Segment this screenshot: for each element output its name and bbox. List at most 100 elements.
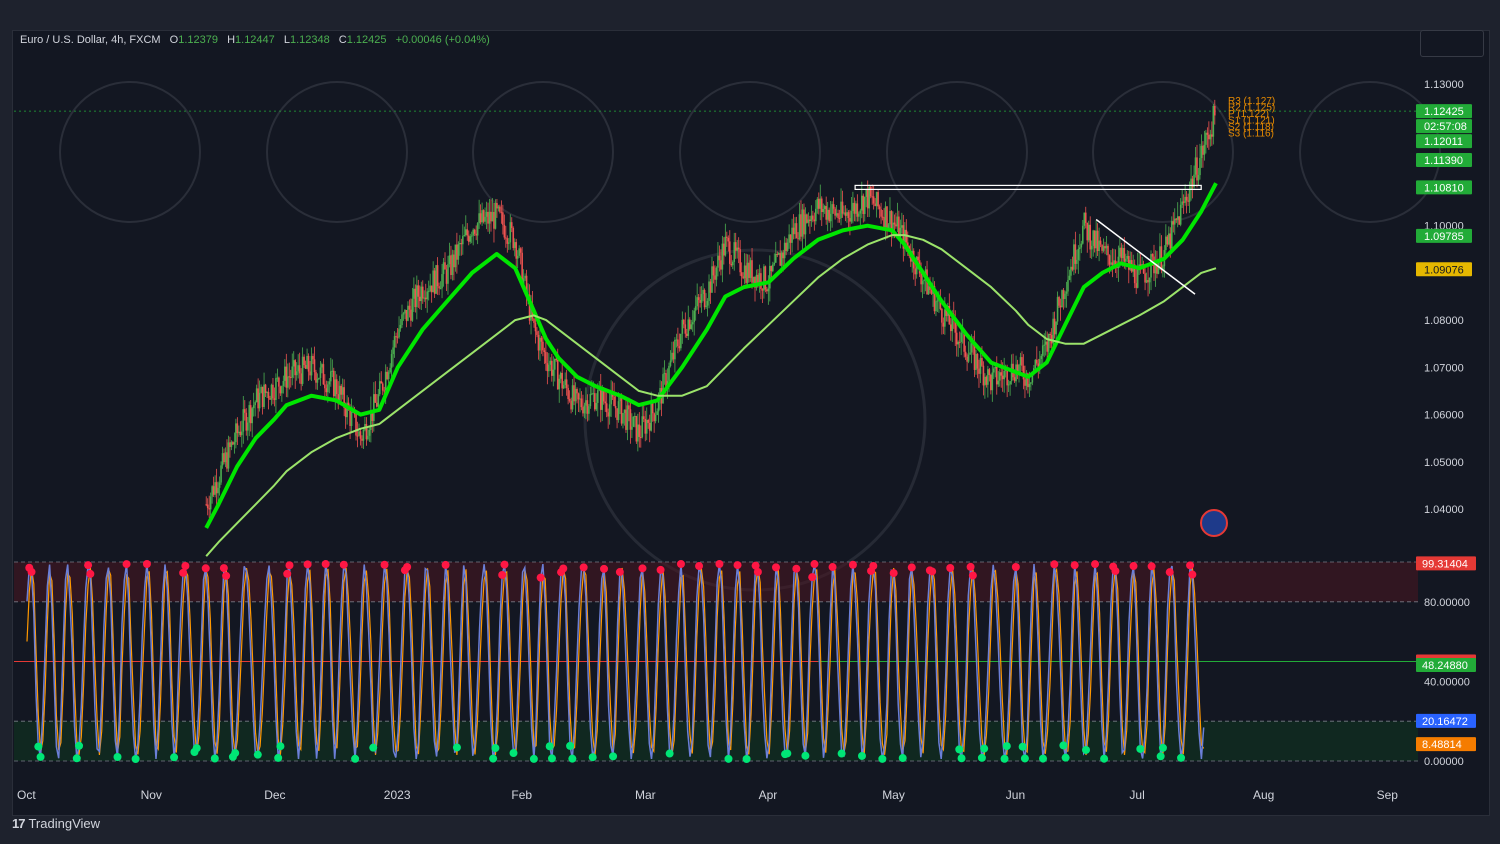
oscillator-tag xyxy=(1416,657,1476,672)
candle-body xyxy=(1212,105,1215,137)
candle-body xyxy=(542,341,544,351)
close-value: 1.12425 xyxy=(346,34,387,46)
oscillator-pane[interactable] xyxy=(14,559,1418,764)
candle-body xyxy=(1107,245,1109,256)
candle-body xyxy=(384,371,387,391)
crossover-dot xyxy=(857,751,866,760)
crossover-dot xyxy=(771,563,780,572)
time-axis-tick: Dec xyxy=(264,788,285,802)
candle-body xyxy=(1179,204,1182,225)
candle-body xyxy=(1188,189,1191,202)
candle-body xyxy=(927,286,930,295)
crossover-dot xyxy=(676,559,685,568)
candle-body xyxy=(1000,372,1003,376)
candle-body xyxy=(229,442,231,447)
candle-body xyxy=(665,373,667,389)
candle-body xyxy=(869,187,872,197)
candle-body xyxy=(439,288,442,290)
candle-body xyxy=(617,401,620,421)
crossover-dot xyxy=(848,560,857,569)
candle-body xyxy=(1061,290,1063,308)
candle-body xyxy=(859,210,862,214)
candle-body xyxy=(823,206,826,210)
candle-body xyxy=(558,378,561,390)
candle-body xyxy=(1074,244,1077,264)
candle-body xyxy=(794,223,796,235)
candle-body xyxy=(1187,200,1189,202)
candle-body xyxy=(577,393,580,400)
candle-body xyxy=(525,275,528,295)
candle-body xyxy=(657,396,660,412)
candle-body xyxy=(344,408,347,418)
candle-body xyxy=(318,377,320,380)
candle-body xyxy=(774,253,777,263)
crossover-dot xyxy=(489,754,498,763)
candle-body xyxy=(755,274,758,288)
candle-body xyxy=(740,272,743,277)
oscillator-tag-label: 20.16472 xyxy=(1422,716,1468,728)
crossover-dot xyxy=(828,563,837,572)
candle-body xyxy=(638,424,641,437)
candle-body xyxy=(949,324,952,332)
candle-body xyxy=(1070,266,1072,276)
change-value: +0.00046 (+0.04%) xyxy=(395,34,490,46)
candle-body xyxy=(1133,264,1136,284)
candle-body xyxy=(1034,359,1037,369)
candle-body xyxy=(401,314,403,325)
crossover-dot xyxy=(1158,743,1167,752)
candle-body xyxy=(390,354,393,368)
candle-body xyxy=(580,398,583,408)
candle-body xyxy=(1027,373,1029,388)
candle-body xyxy=(844,212,847,216)
candle-body xyxy=(493,211,495,229)
candle-body xyxy=(639,436,642,438)
candle-body xyxy=(313,359,316,373)
candle-body xyxy=(1182,201,1185,203)
candle-body xyxy=(522,278,525,286)
candle-body xyxy=(1018,364,1020,373)
candle-body xyxy=(464,229,467,236)
crossover-dot xyxy=(285,561,294,570)
candle-body xyxy=(561,372,563,389)
candle-body xyxy=(255,388,258,403)
price-tag xyxy=(1416,153,1472,168)
crossover-dot xyxy=(568,754,577,763)
candle-body xyxy=(282,380,285,386)
candle-body xyxy=(1126,255,1129,259)
candle-body xyxy=(367,435,369,440)
candle-body xyxy=(482,210,485,222)
candle-body xyxy=(696,297,698,307)
candle-body xyxy=(543,350,546,353)
candle-body xyxy=(300,373,302,384)
candle-body xyxy=(820,198,823,213)
candle-body xyxy=(978,368,980,374)
candle-body xyxy=(690,324,693,329)
candle-body xyxy=(694,306,697,311)
candle-body xyxy=(1022,365,1025,380)
candle-body xyxy=(684,324,687,334)
candle-body xyxy=(1043,344,1046,346)
toolbar-box[interactable] xyxy=(1420,30,1484,57)
candle-body xyxy=(868,187,871,209)
candle-body xyxy=(564,379,566,386)
candle-body xyxy=(327,384,329,393)
oscillator-tag xyxy=(1416,713,1476,728)
candle-body xyxy=(1122,248,1124,259)
candle-body xyxy=(223,453,225,463)
crossover-dot xyxy=(529,754,538,763)
crossover-dot xyxy=(170,753,179,762)
candle-body xyxy=(243,409,246,413)
crossover-dot xyxy=(545,742,554,751)
flag-icon xyxy=(1200,509,1228,537)
price-pane[interactable]: R3 (1.127)R2 (1.125)P (1.122)S1 (1.121)S… xyxy=(14,96,1418,557)
crossover-dot xyxy=(1165,568,1174,577)
candle-body xyxy=(475,233,477,236)
oversold-zone xyxy=(14,721,1418,761)
crossover-dot xyxy=(122,560,131,569)
crossover-dot xyxy=(222,571,231,580)
candle-body xyxy=(497,206,500,209)
candle-body xyxy=(703,289,706,308)
candle-body xyxy=(743,265,746,279)
candle-body xyxy=(395,336,397,338)
